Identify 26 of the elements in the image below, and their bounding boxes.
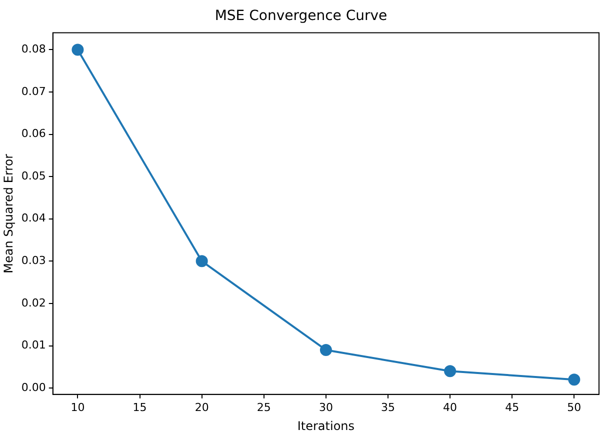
- x-tick-label: 10: [70, 400, 85, 414]
- x-tick-label: 15: [132, 400, 147, 414]
- x-tick-label: 45: [505, 400, 520, 414]
- x-tick-label: 50: [567, 400, 582, 414]
- y-tick-label: 0.03: [21, 254, 46, 268]
- x-tick-label: 25: [256, 400, 271, 414]
- x-axis-title: Iterations: [297, 418, 355, 433]
- point: [444, 365, 456, 378]
- point: [320, 344, 332, 356]
- y-tick-label: 0.07: [21, 84, 46, 98]
- y-tick-label: 0.04: [21, 212, 46, 225]
- point: [72, 44, 84, 56]
- y-tick-label: 0.05: [21, 169, 46, 182]
- y-tick-label: 0.02: [21, 296, 46, 310]
- y-tick-label: 0.00: [21, 380, 46, 394]
- x-tick-label: 30: [318, 400, 333, 414]
- x-tick-label: 20: [194, 400, 209, 414]
- x-tick-label: 35: [381, 400, 396, 414]
- x-tick-label: 40: [443, 400, 458, 414]
- y-axis-title: Mean Squared Error: [1, 154, 16, 274]
- point: [568, 374, 580, 386]
- chart-title: MSE Convergence Curve: [214, 8, 388, 24]
- point: [196, 255, 208, 268]
- y-tick-label: 0.08: [21, 42, 46, 56]
- y-tick-label: 0.06: [21, 127, 46, 140]
- y-tick-label: 0.01: [21, 338, 46, 352]
